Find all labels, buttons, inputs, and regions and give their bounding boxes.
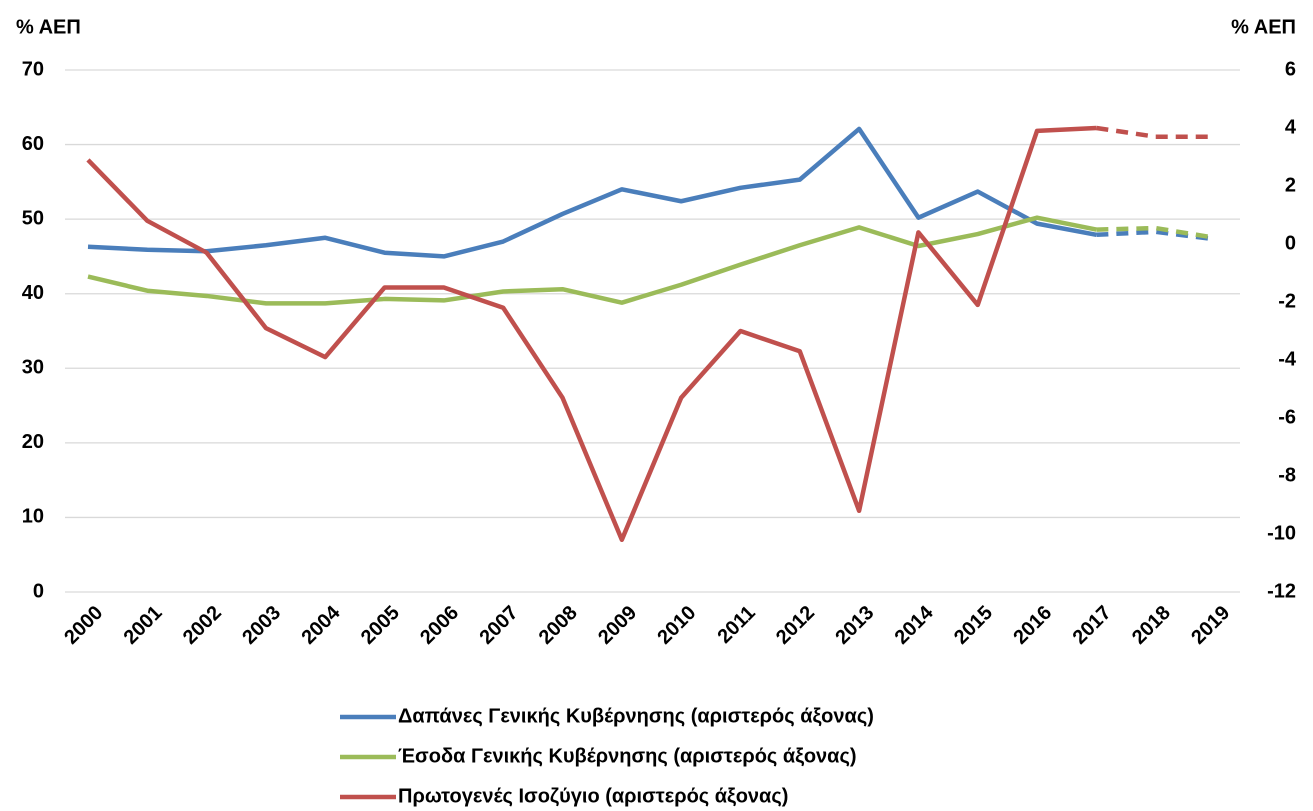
x-tick-label: 2010	[653, 602, 700, 649]
x-tick-label: 2012	[772, 602, 819, 649]
x-tick-label: 2006	[416, 602, 463, 649]
x-tick-label: 2016	[1009, 602, 1056, 649]
x-tick-label: 2001	[120, 602, 167, 649]
y-tick-label: 0	[33, 580, 44, 602]
y2-tick-label: -2	[1278, 290, 1296, 312]
y-axis-label: % ΑΕΠ	[16, 16, 81, 38]
x-tick-label: 2018	[1128, 602, 1175, 649]
y2-tick-label: -8	[1278, 464, 1296, 486]
y2-axis-label: % ΑΕΠ	[1231, 16, 1296, 38]
x-tick-label: 2019	[1187, 602, 1234, 649]
x-tick-label: 2014	[891, 601, 939, 649]
x-tick-label: 2009	[594, 602, 641, 649]
x-tick-label: 2000	[60, 602, 107, 649]
series-line-dashed	[1096, 125, 1215, 139]
x-tick-label: 2008	[535, 602, 582, 649]
y2-tick-label: 4	[1285, 116, 1297, 138]
x-tick-label: 2007	[475, 602, 522, 649]
series-line	[86, 125, 1097, 543]
y-tick-label: 40	[22, 282, 44, 304]
x-tick-label: 2005	[357, 602, 404, 649]
legend-label: Πρωτογενές Ισοζύγιο (αριστερός άξονας)	[398, 785, 788, 807]
series-line	[87, 126, 1097, 259]
y2-tick-label: -6	[1278, 406, 1296, 428]
x-tick-label: 2003	[238, 602, 285, 649]
y2-tick-label: -12	[1267, 580, 1296, 602]
y-tick-label: 30	[22, 357, 44, 379]
legend-label: Έσοδα Γενικής Κυβέρνησης (αριστερός άξον…	[398, 745, 857, 767]
y2-tick-label: -4	[1278, 348, 1297, 370]
x-tick-label: 2011	[714, 602, 760, 648]
y-tick-label: 70	[22, 58, 44, 80]
x-tick-label: 2015	[950, 602, 997, 649]
y-tick-label: 60	[22, 133, 44, 155]
y2-tick-label: 2	[1285, 174, 1296, 196]
series-line-dashed	[1096, 225, 1216, 241]
y2-tick-label: 0	[1285, 232, 1296, 254]
y-tick-label: 20	[22, 431, 44, 453]
x-tick-label: 2013	[831, 602, 878, 649]
y2-tick-label: 6	[1285, 58, 1296, 80]
legend-label: Δαπάνες Γενικής Κυβέρνησης (αριστερός άξ…	[398, 705, 874, 727]
y-tick-label: 50	[22, 207, 44, 229]
x-tick-label: 2004	[298, 601, 346, 649]
x-tick-label: 2017	[1069, 602, 1116, 649]
y-tick-label: 10	[22, 506, 44, 528]
x-tick-label: 2002	[179, 602, 226, 649]
y2-tick-label: -10	[1267, 522, 1296, 544]
